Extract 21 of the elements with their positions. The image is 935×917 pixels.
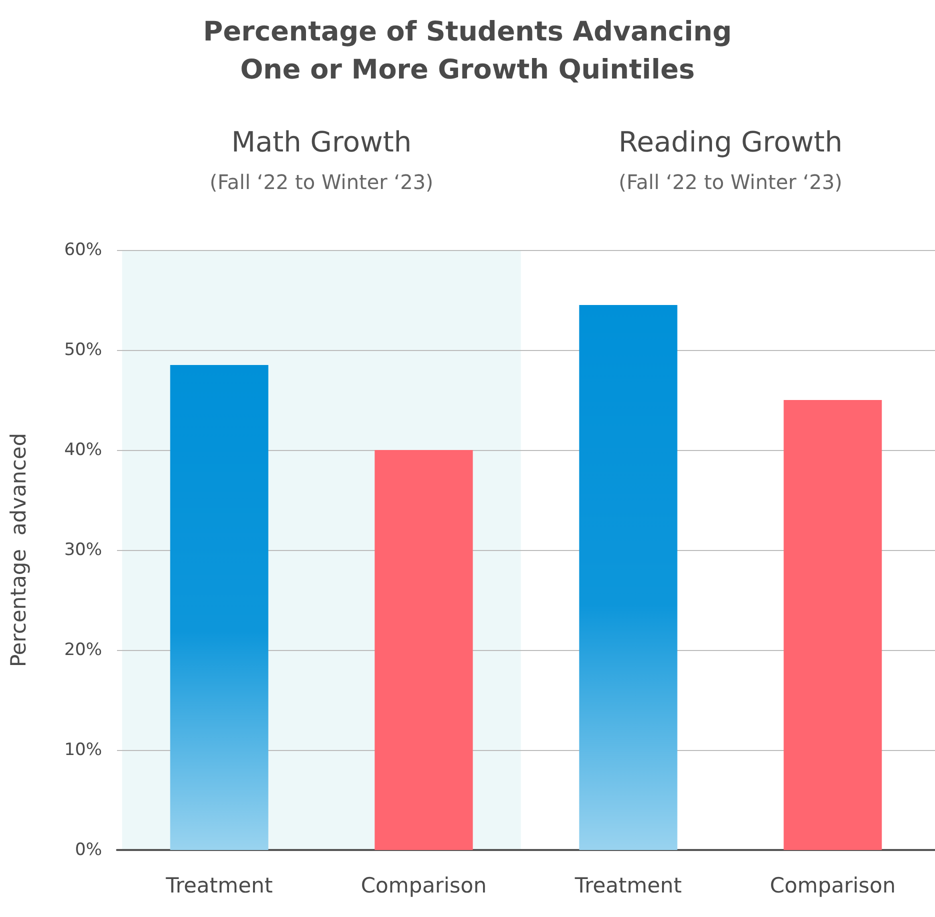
x-tick-label: Treatment bbox=[574, 874, 682, 898]
y-tick-label: 30% bbox=[64, 540, 102, 560]
text: (Fall ‘22 to Winter ‘23) bbox=[210, 170, 434, 194]
y-tick-label: 50% bbox=[64, 340, 102, 360]
text: (Fall ‘22 to Winter ‘23) bbox=[618, 170, 842, 194]
y-tick-label: 20% bbox=[64, 640, 102, 660]
y-axis-title: Percentage advanced bbox=[6, 432, 30, 668]
bar bbox=[784, 400, 882, 850]
y-tick-label: 40% bbox=[64, 440, 102, 460]
text: Reading Growth bbox=[618, 126, 842, 158]
x-tick-label: Comparison bbox=[360, 874, 487, 898]
y-tick-label: 0% bbox=[75, 840, 102, 860]
bar bbox=[579, 305, 678, 850]
bar bbox=[170, 365, 268, 850]
y-tick-label: 10% bbox=[64, 740, 102, 760]
chart-title: Percentage of Students Advancing One or More Growth Quintiles bbox=[203, 16, 732, 86]
bar bbox=[374, 450, 473, 850]
text: Math Growth bbox=[231, 126, 412, 158]
y-tick-label: 60% bbox=[64, 240, 102, 260]
x-tick-label: Comparison bbox=[770, 874, 896, 898]
x-tick-label: Treatment bbox=[164, 874, 273, 898]
